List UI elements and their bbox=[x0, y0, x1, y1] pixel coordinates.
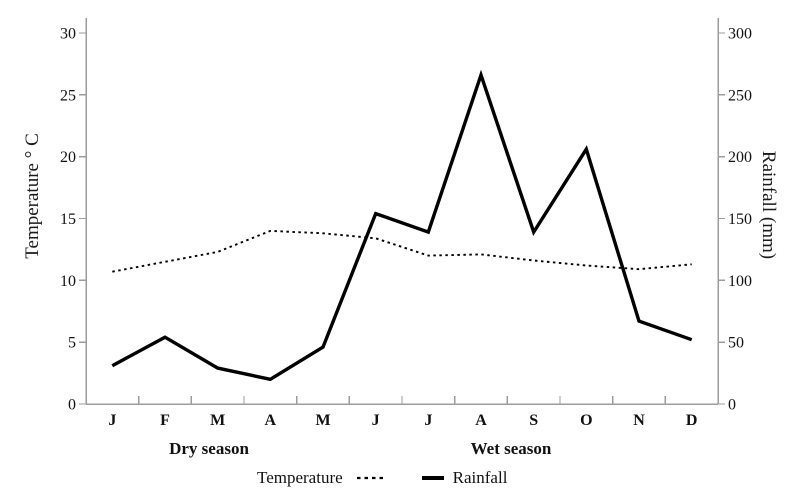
x-axis-month-label: N bbox=[633, 412, 645, 429]
x-axis-month-label: M bbox=[315, 412, 330, 429]
left-axis-tick-label: 30 bbox=[60, 26, 76, 43]
right-axis-tick-label: 0 bbox=[728, 397, 736, 414]
left-axis-tick-label: 10 bbox=[60, 273, 76, 290]
right-axis-tick-label: 300 bbox=[728, 26, 752, 43]
dry-season-label: Dry season bbox=[169, 439, 249, 458]
legend-temperature-label: Temperature bbox=[257, 468, 343, 487]
left-axis-tick-label: 20 bbox=[60, 149, 76, 166]
x-axis-month-label: J bbox=[424, 412, 432, 429]
rainfall-line bbox=[111, 69, 693, 382]
temperature-line bbox=[112, 229, 692, 273]
x-axis-month-label: J bbox=[372, 412, 380, 429]
left-axis-title: Temperature ° C bbox=[22, 133, 43, 259]
legend-rainfall-label: Rainfall bbox=[452, 468, 508, 487]
legend: Temperature Rainfall bbox=[257, 468, 507, 488]
x-axis-month-label: F bbox=[160, 412, 170, 429]
x-axis-month-label: D bbox=[686, 412, 698, 429]
left-axis-tick-label: 0 bbox=[68, 397, 76, 414]
wet-season-label: Wet season bbox=[470, 439, 552, 458]
right-axis-tick-label: 150 bbox=[728, 211, 752, 228]
x-axis-month-label: A bbox=[265, 412, 277, 429]
x-axis-month-label: S bbox=[529, 412, 538, 429]
right-axis-tick-label: 250 bbox=[728, 87, 752, 104]
left-axis-tick-label: 25 bbox=[60, 87, 76, 104]
x-axis-month-label: J bbox=[108, 412, 116, 429]
x-axis-month-label: O bbox=[580, 412, 592, 429]
temperature-dotted-line-sample bbox=[356, 476, 383, 480]
x-axis-month-label: M bbox=[210, 412, 225, 429]
right-axis-tick-label: 100 bbox=[728, 273, 752, 290]
rainfall-solid-line-sample bbox=[421, 476, 444, 480]
right-axis-tick-label: 50 bbox=[728, 335, 744, 352]
left-axis-tick-label: 5 bbox=[68, 335, 76, 352]
x-axis-month-label: A bbox=[475, 412, 487, 429]
right-axis-title: Rainfall (mm) bbox=[758, 150, 779, 260]
right-axis-tick-label: 200 bbox=[728, 149, 752, 166]
left-axis-tick-label: 15 bbox=[60, 211, 76, 228]
